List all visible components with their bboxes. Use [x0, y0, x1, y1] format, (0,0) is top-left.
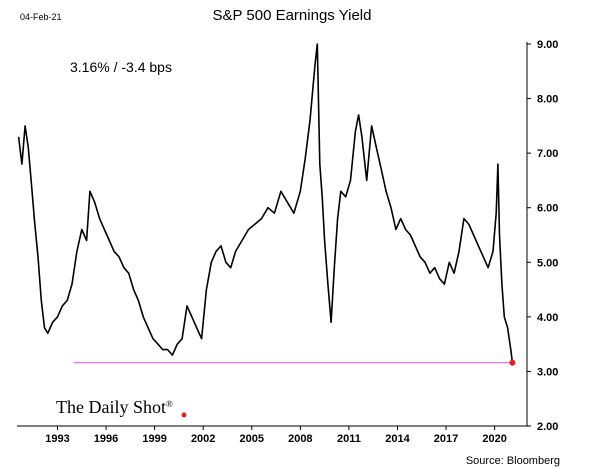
- y-tick-label: 8.00: [537, 94, 558, 106]
- logo-dot: [181, 412, 187, 418]
- chart-title: S&P 500 Earnings Yield: [212, 7, 371, 24]
- y-tick-label: 4.00: [537, 312, 558, 324]
- y-tick-label: 6.00: [537, 203, 558, 215]
- series-layer: [17, 43, 516, 366]
- date-label: 04-Feb-21: [20, 12, 62, 22]
- y-tick-label: 5.00: [537, 257, 558, 269]
- x-tick-label: 2005: [240, 433, 264, 445]
- x-axis: 1993 1996 1999 2002 2005 2008 2011 2014 2017 2020: [45, 426, 507, 445]
- y-tick-label: 9.00: [537, 39, 558, 51]
- y-axis: 2.00 3.00 4.00 5.00 6.00 7.00 8.00 9.00: [527, 39, 558, 433]
- daily-shot-logo: The Daily Shot®: [56, 397, 173, 417]
- y-tick-label: 2.00: [537, 421, 558, 433]
- x-tick-label: 1996: [94, 433, 118, 445]
- x-tick-label: 1999: [142, 433, 166, 445]
- x-tick-label: 2011: [337, 433, 361, 445]
- x-tick-label: 2014: [385, 433, 410, 445]
- last-value-point: [509, 359, 516, 366]
- x-tick-label: 2017: [434, 433, 458, 445]
- brand-name: The Daily Shot: [56, 397, 166, 417]
- x-tick-label: 2020: [482, 433, 506, 445]
- earnings-yield-series-line: [17, 43, 514, 363]
- y-tick-label: 7.00: [537, 148, 558, 160]
- y-tick-label: 3.00: [537, 366, 558, 378]
- x-tick-label: 2002: [191, 433, 215, 445]
- yield-annotation: 3.16% / -3.4 bps: [70, 59, 172, 75]
- brand-registered-mark: ®: [166, 399, 173, 409]
- x-tick-label: 2008: [288, 433, 312, 445]
- x-tick-label: 1993: [45, 433, 69, 445]
- plot-frame: [17, 42, 528, 427]
- source-note: Source: Bloomberg: [466, 455, 560, 467]
